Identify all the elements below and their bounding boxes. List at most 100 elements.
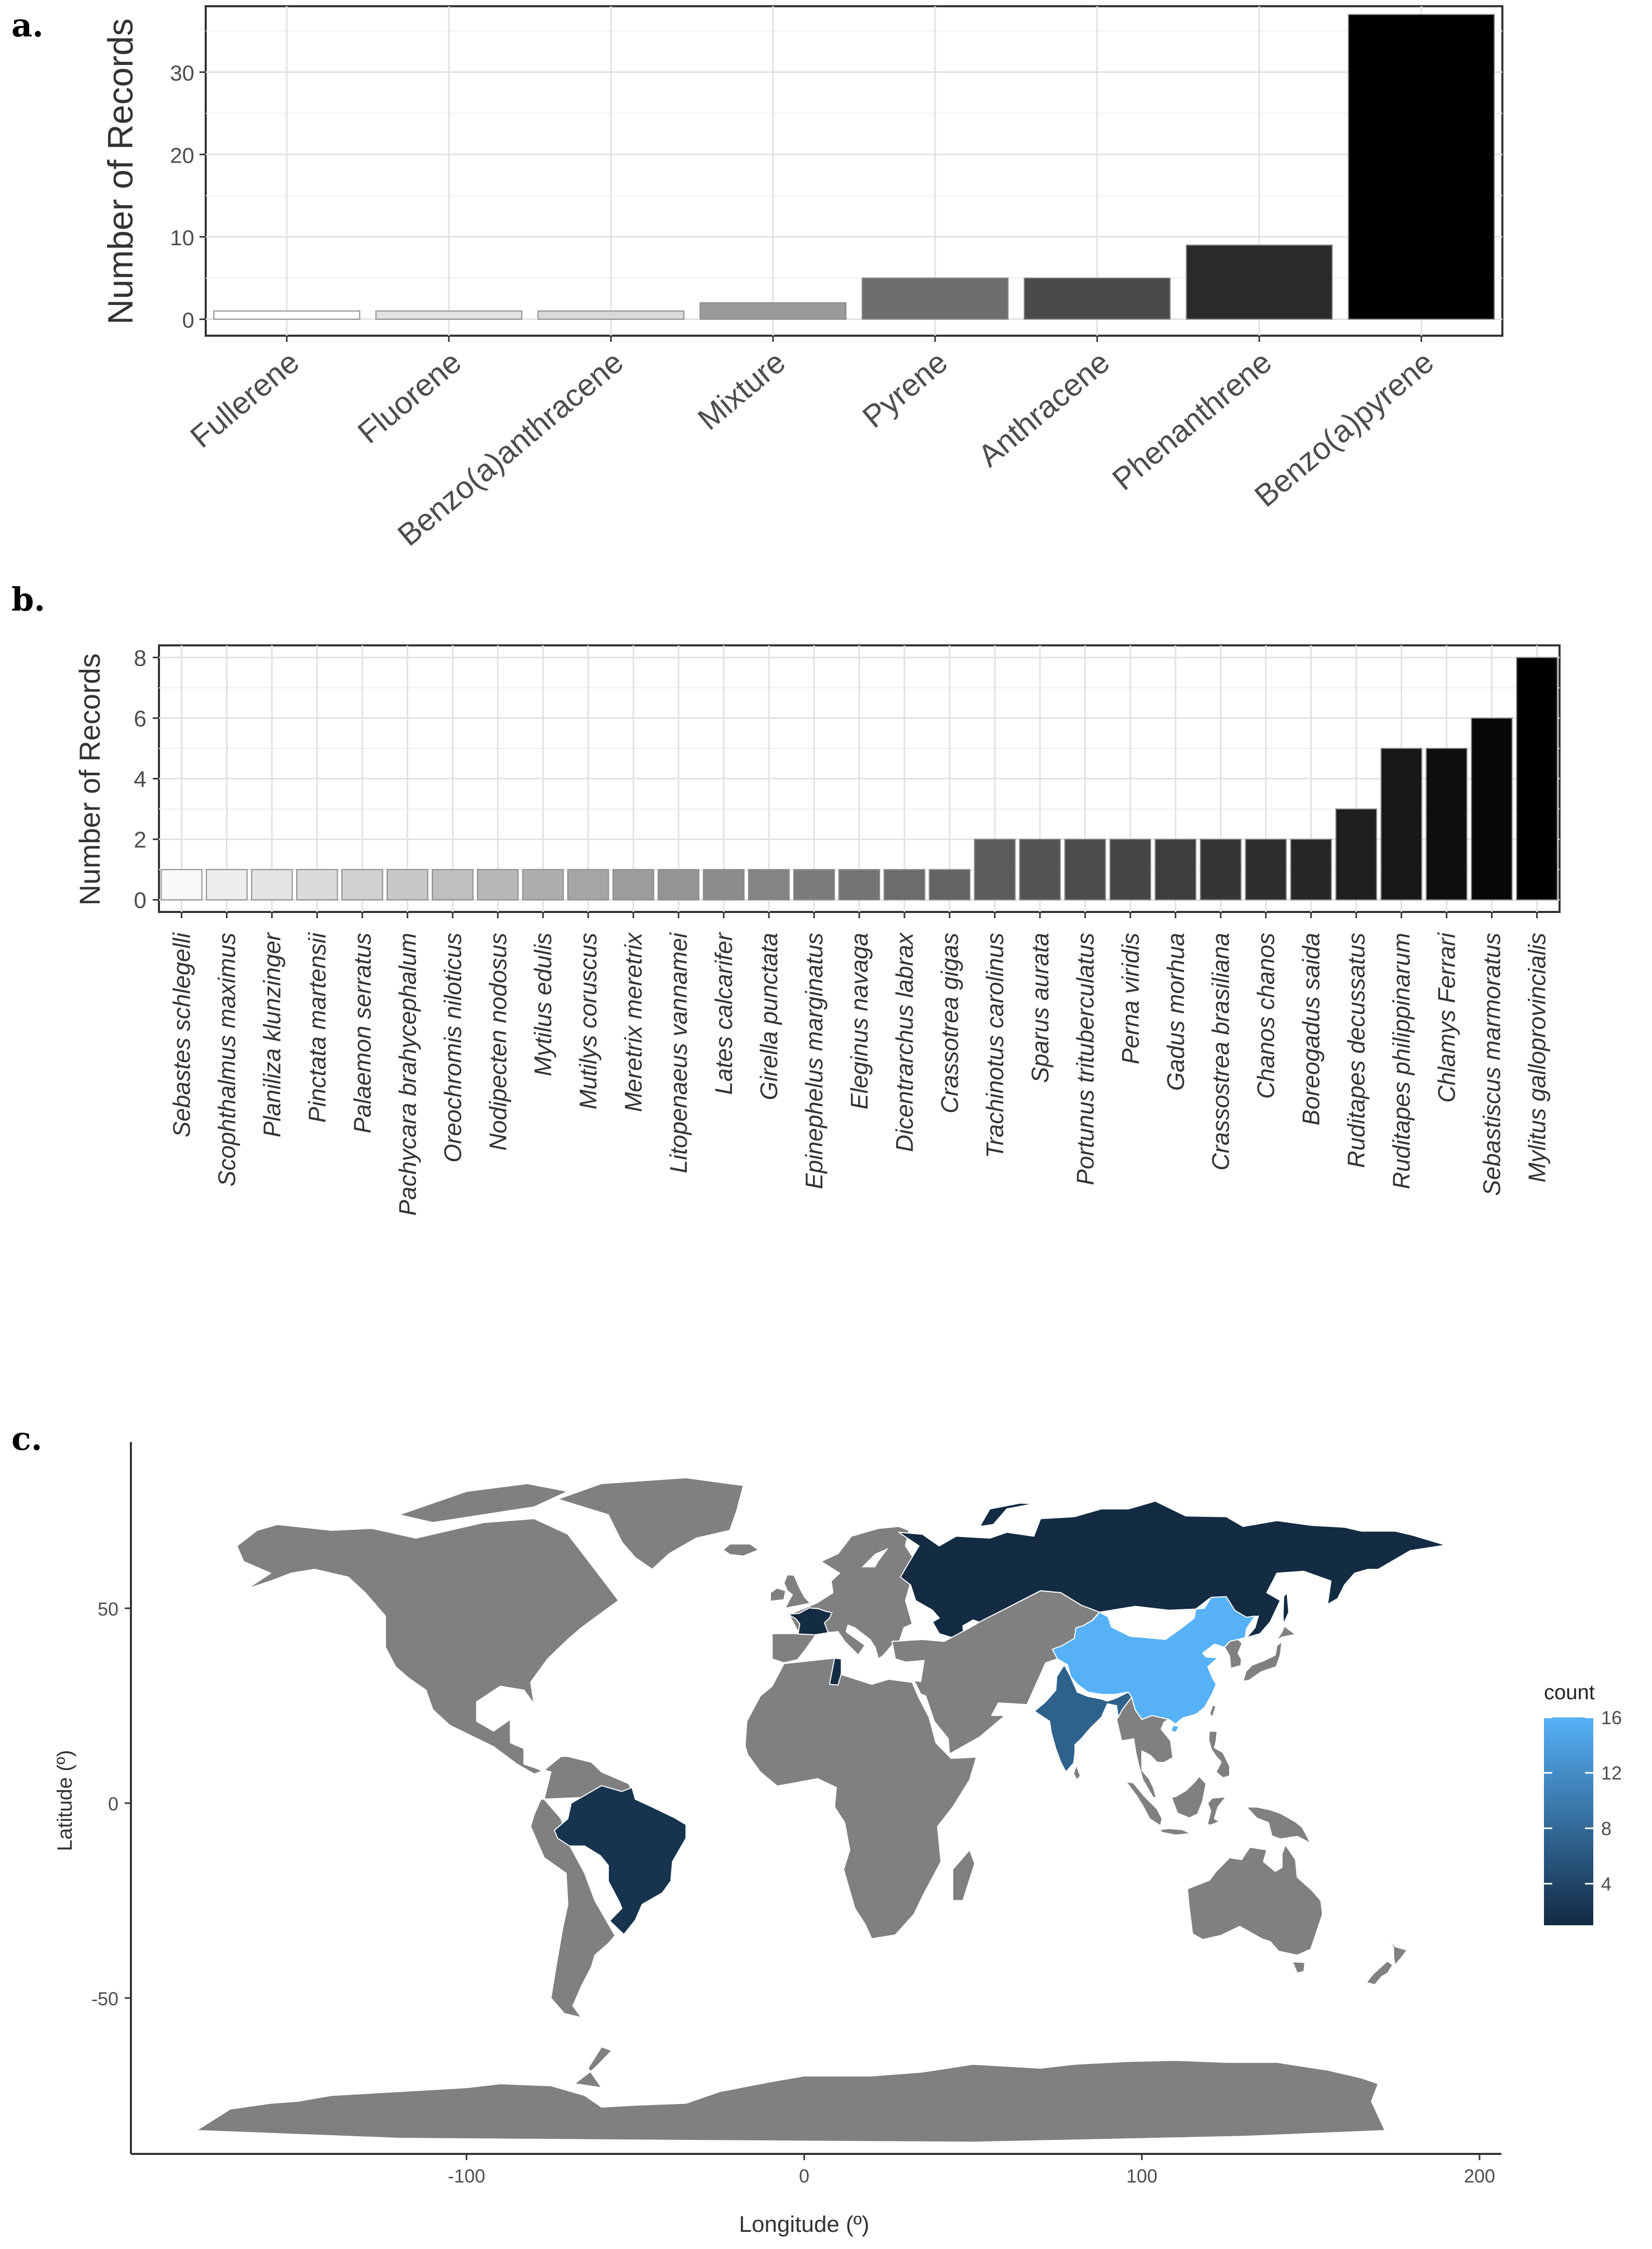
- region-madagascar: [952, 1849, 976, 1901]
- region-middle-east-land: [891, 1590, 1100, 1755]
- x-tick-label: Anthracene: [971, 345, 1116, 474]
- bar-benzo-a-anthracene: [537, 310, 685, 320]
- region-gulf-of-bothnia: [861, 1547, 889, 1568]
- x-tick-label: 200: [1464, 2165, 1495, 2187]
- bar-benzo-a-pyrene: [1348, 14, 1495, 320]
- bar-boreogadus-saida: [1290, 839, 1332, 901]
- legend-tick-label: 4: [1601, 1873, 1611, 1895]
- x-tick-label: Girella punctata: [755, 933, 782, 1100]
- bar-phenanthrene: [1185, 244, 1333, 320]
- x-tick-label: Oreochromis niloticus: [439, 933, 466, 1162]
- bar-sebastiscus-marmoratus: [1471, 717, 1513, 901]
- chart-a-ylabel: Number of Records: [101, 18, 140, 325]
- x-tick-label: Sparus aurata: [1027, 933, 1054, 1083]
- region-new-zealand-south: [1366, 1960, 1393, 1986]
- region-canadian-archipelago: [398, 1483, 568, 1523]
- bar-pinctata-martensii: [296, 869, 338, 901]
- bar-fullerene: [213, 310, 361, 320]
- y-tick-label: 0: [108, 1793, 118, 1815]
- bar-chlamys-ferrari: [1425, 748, 1468, 901]
- x-tick-label: Boreogadus saida: [1298, 933, 1325, 1126]
- bar-fluorene: [375, 310, 523, 320]
- bar-perna-viridis: [1109, 839, 1151, 901]
- bar-crassostrea-brasiliana: [1200, 839, 1242, 901]
- x-tick-label: Mutilys coruscus: [575, 933, 602, 1109]
- chart-c-xlabel: Longitude (º): [739, 2212, 870, 2237]
- region-borneo: [1171, 1776, 1207, 1819]
- y-tick-label: 4: [134, 767, 146, 792]
- x-tick-label: Palaemon serratus: [349, 933, 376, 1133]
- region-british-isles: [783, 1574, 811, 1609]
- y-tick-label: 30: [170, 61, 194, 85]
- region-sri-lanka: [1073, 1764, 1081, 1780]
- region-russia: [898, 1500, 1446, 1642]
- legend-tick-label: 12: [1601, 1763, 1622, 1784]
- x-tick-label: Epinephelus marginatus: [801, 933, 828, 1189]
- bar-dicentrarchus-labrax: [883, 869, 926, 901]
- panel-c-label: c.: [11, 1420, 42, 1458]
- region-ireland: [770, 1587, 787, 1602]
- region-greenland: [557, 1477, 744, 1570]
- chart-a-bars: [213, 14, 1495, 320]
- y-tick-label: 0: [134, 888, 146, 914]
- x-tick-label: Sebastiscus marmoratus: [1478, 933, 1506, 1196]
- chart-c-x-axis: -100 0 100 200: [448, 2154, 1495, 2187]
- bar-eleginus-navaga: [838, 869, 881, 901]
- y-tick-label: 0: [182, 308, 194, 332]
- bar-girella-punctata: [748, 869, 790, 901]
- legend-tick-label: 16: [1601, 1707, 1622, 1728]
- x-tick-label: Pachycara brahycephalum: [394, 933, 421, 1216]
- chart-c: -50 0 50 -100 0 100 200 Longitude (º) Latitud…: [54, 1442, 1622, 2237]
- chart-b: 0 2 4 6 8 Sebastes schlegelli Scophthalmus ma…: [73, 644, 1561, 1216]
- legend-colorbar: [1544, 1717, 1593, 1925]
- legend-title: count: [1544, 1681, 1595, 1704]
- y-tick-label: 10: [170, 226, 194, 250]
- x-tick-label: Fluorene: [351, 345, 468, 451]
- region-hokkaido: [1276, 1625, 1296, 1641]
- x-tick-label: Sebastes schlegelli: [168, 932, 195, 1137]
- legend-ticks: 4 8 12 16: [1544, 1707, 1622, 1895]
- region-tasmania: [1291, 1961, 1305, 1974]
- x-tick-label: Phenanthrene: [1105, 345, 1278, 497]
- region-korea: [1224, 1639, 1243, 1669]
- x-tick-label: Dicentrarchus labrax: [891, 932, 918, 1152]
- bar-palaemon-serratus: [341, 869, 383, 901]
- region-south-america-land: [530, 1756, 636, 2018]
- x-tick-label: Trachinotus carolinus: [981, 933, 1008, 1158]
- x-tick-label: Planiliza klunzinger: [258, 932, 285, 1137]
- x-tick-label: 100: [1126, 2165, 1157, 2187]
- bar-mytilus-edulis: [522, 869, 564, 901]
- region-tunisia: [829, 1658, 842, 1686]
- x-tick-label: Portunus trituberculatus: [1072, 933, 1099, 1185]
- chart-b-y-axis: 0 2 4 6 8: [134, 645, 159, 914]
- x-tick-label: Mylitus galloprovincialis: [1524, 933, 1551, 1183]
- x-tick-label: Mixture: [691, 345, 792, 437]
- bar-oreochromis-niloticus: [432, 869, 474, 901]
- bar-portunus-trituberculatus: [1064, 839, 1106, 901]
- x-tick-label: Crassostrea brasiliana: [1207, 933, 1234, 1171]
- region-antarctic-peninsula: [574, 2046, 612, 2088]
- region-novaya-zemlya: [979, 1502, 1034, 1527]
- x-tick-label: Gadus morhua: [1162, 933, 1189, 1091]
- bar-sparus-aurata: [1019, 839, 1061, 901]
- region-brazil: [554, 1785, 687, 1935]
- x-tick-label: Pinctata martensii: [303, 932, 330, 1122]
- region-sakhalin: [1282, 1592, 1289, 1624]
- x-tick-label: Chanos chanos: [1253, 933, 1280, 1099]
- legend-tick-label: 8: [1601, 1818, 1611, 1839]
- bar-nodipecten-nodosus: [477, 869, 519, 901]
- x-tick-label: Nodipecten nodosus: [484, 933, 511, 1150]
- y-tick-label: -50: [91, 1988, 118, 2009]
- bar-ruditapes-decussatus: [1335, 808, 1377, 901]
- bar-scophthalmus-maximus: [206, 869, 248, 901]
- y-tick-label: 50: [98, 1598, 118, 1620]
- count-legend: count 4 8 12 16: [1544, 1681, 1622, 1925]
- region-hainan: [1170, 1725, 1180, 1733]
- x-tick-label: Perna viridis: [1117, 933, 1144, 1064]
- region-taiwan: [1209, 1704, 1217, 1718]
- bar-crassotrea-gigas: [928, 869, 971, 901]
- x-tick-label: Meretrix meretrix: [620, 932, 647, 1112]
- x-tick-label: 0: [799, 2165, 809, 2187]
- bar-epinephelus-marginatus: [793, 869, 835, 901]
